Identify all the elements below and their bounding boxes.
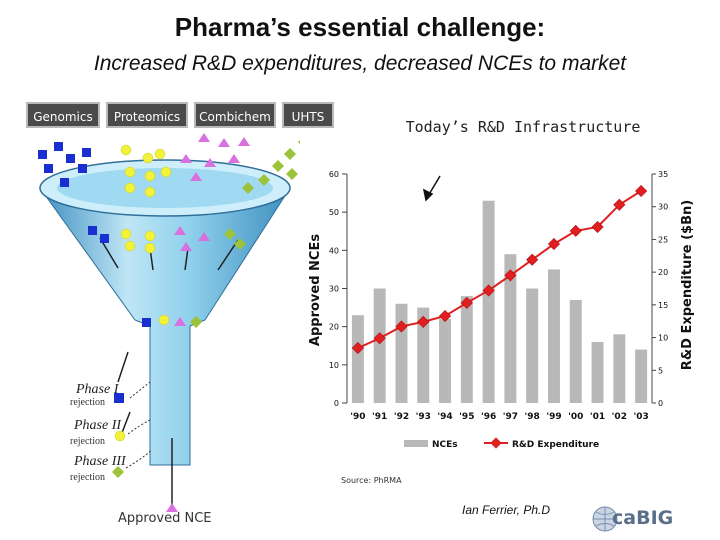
uhts-diamonds bbox=[190, 140, 300, 328]
nce-bar bbox=[395, 303, 408, 403]
y-tick-label: 20 bbox=[329, 323, 339, 332]
x-tick-label: '97 bbox=[503, 412, 518, 422]
x-tick-label: '02 bbox=[612, 412, 627, 422]
chart-source: Source: PhRMA bbox=[341, 476, 402, 485]
nce-bar bbox=[417, 307, 430, 403]
tech-box-genomics: Genomics bbox=[26, 102, 100, 128]
nce-bar bbox=[569, 299, 582, 403]
nce-bar bbox=[635, 349, 648, 403]
x-tick-label: '93 bbox=[416, 412, 431, 422]
legend-ncEs: NCEs bbox=[432, 440, 458, 450]
rd-expenditure-point bbox=[460, 296, 473, 309]
y-tick-label: 10 bbox=[329, 361, 339, 370]
phase3-rejection-label: rejection bbox=[70, 472, 105, 483]
nce-bar bbox=[460, 296, 473, 403]
phase2-rejection-circle bbox=[114, 430, 126, 442]
x-tick-label: '90 bbox=[350, 412, 365, 422]
phase3-label: Phase III bbox=[74, 454, 126, 469]
x-tick-label: '99 bbox=[546, 412, 561, 422]
x-tick-label: '00 bbox=[568, 412, 583, 422]
nce-bar bbox=[526, 288, 539, 403]
y-tick-label: 0 bbox=[334, 399, 339, 408]
cabig-logo: caBIG bbox=[612, 507, 674, 529]
x-tick-label: '98 bbox=[525, 412, 540, 422]
rd-expenditure-point bbox=[569, 224, 582, 237]
x-tick-label: '95 bbox=[459, 412, 474, 422]
y2-tick-label: 25 bbox=[658, 235, 668, 244]
nce-bar bbox=[547, 269, 560, 403]
tech-box-uhts: UHTS bbox=[282, 102, 334, 128]
rd-expenditure-point bbox=[373, 332, 386, 345]
funnel-body bbox=[39, 187, 291, 466]
funnel-diagram bbox=[38, 133, 300, 512]
author-credit: Ian Ferrier, Ph.D bbox=[462, 503, 551, 517]
tech-box-proteomics: Proteomics bbox=[106, 102, 188, 128]
rd-expenditure-point bbox=[591, 220, 604, 234]
nce-bar bbox=[504, 254, 517, 403]
proteomics-circles bbox=[120, 144, 172, 326]
rd-expenditure-point bbox=[439, 309, 452, 322]
phase2-rejection-label: rejection bbox=[70, 436, 105, 447]
y2-tick-label: 30 bbox=[658, 203, 668, 212]
nce-bar bbox=[439, 319, 452, 403]
y2-tick-label: 20 bbox=[658, 268, 668, 277]
y2-tick-label: 35 bbox=[658, 170, 668, 179]
phase1-label: Phase I bbox=[76, 382, 119, 397]
chart-legend: NCEs R&D Expenditure bbox=[404, 437, 599, 450]
chart-title: Today’s R&D Infrastructure bbox=[405, 118, 641, 136]
chart-ylabel: Approved NCEs bbox=[308, 234, 323, 346]
nce-bar bbox=[591, 341, 604, 403]
rd-expenditure-point bbox=[395, 320, 408, 333]
rd-expenditure-point bbox=[613, 198, 626, 211]
globe-logo-icon bbox=[592, 506, 618, 532]
rd-expenditure-point bbox=[417, 315, 430, 328]
tech-box-combichem: Combichem bbox=[194, 102, 276, 128]
x-tick-label: '91 bbox=[372, 412, 387, 422]
x-tick-label: '03 bbox=[633, 412, 648, 422]
phase1-rejection-square bbox=[114, 393, 124, 403]
y2-tick-label: 15 bbox=[658, 301, 668, 310]
y2-tick-label: 10 bbox=[658, 334, 668, 343]
genomics-squares bbox=[38, 142, 151, 327]
approved-nce-label: Approved NCE bbox=[118, 511, 212, 526]
slide-subtitle: Increased R&D expenditures, decreased NC… bbox=[93, 52, 627, 75]
rd-expenditure-point bbox=[526, 253, 539, 266]
chart-y2label: R&D Expenditure ($Bn) bbox=[680, 200, 695, 370]
x-tick-label: '94 bbox=[437, 412, 452, 422]
x-tick-label: '96 bbox=[481, 412, 496, 422]
rd-expenditure-line bbox=[357, 190, 642, 349]
nce-bar bbox=[482, 200, 495, 403]
nce-bar bbox=[373, 288, 386, 403]
rd-expenditure-point bbox=[547, 237, 560, 251]
y-tick-label: 60 bbox=[329, 170, 339, 179]
arrow-down-icon bbox=[422, 175, 441, 202]
slide-title: Pharma’s essential challenge: bbox=[174, 12, 546, 42]
rd-expenditure-point bbox=[351, 342, 364, 355]
y-tick-label: 30 bbox=[329, 285, 339, 294]
approved-triangle bbox=[166, 503, 178, 512]
rd-expenditure-point bbox=[635, 185, 648, 198]
y-tick-label: 50 bbox=[329, 208, 339, 217]
phase1-rejection-label: rejection bbox=[70, 397, 105, 408]
y2-tick-label: 5 bbox=[658, 366, 663, 375]
y-tick-label: 40 bbox=[329, 246, 339, 255]
rd-expenditure-point bbox=[482, 284, 495, 297]
legend-rd: R&D Expenditure bbox=[512, 440, 599, 450]
rejection-markers bbox=[112, 393, 178, 512]
nce-bar bbox=[613, 334, 626, 403]
x-tick-label: '92 bbox=[394, 412, 409, 422]
combichem-triangles bbox=[174, 133, 250, 326]
phase2-label: Phase II bbox=[74, 418, 122, 433]
x-tick-label: '01 bbox=[590, 412, 605, 422]
rd-expenditure-point bbox=[504, 269, 517, 282]
y2-tick-label: 0 bbox=[658, 399, 663, 408]
phase3-rejection-diamond bbox=[112, 466, 124, 478]
nce-bar bbox=[351, 315, 364, 403]
